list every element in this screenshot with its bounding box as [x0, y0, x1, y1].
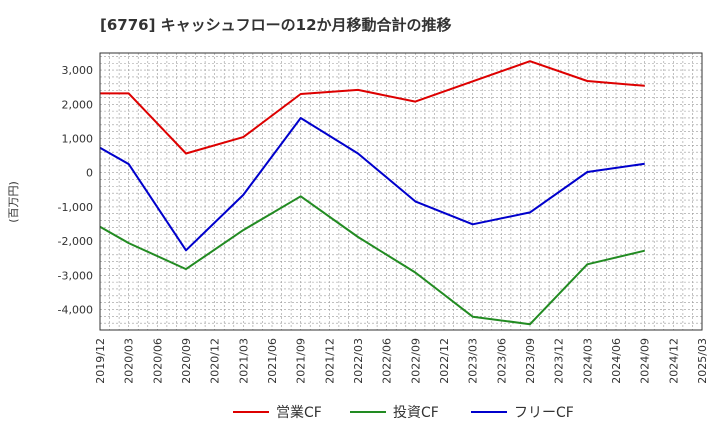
x-tick-label: 2023/12	[553, 338, 566, 384]
x-tick-label: 2020/06	[151, 338, 164, 384]
y-axis-label: (百万円)	[7, 181, 20, 223]
y-tick-label: 1,000	[62, 132, 94, 145]
x-tick-label: 2024/03	[581, 338, 594, 384]
series-lines	[99, 60, 645, 326]
y-tick-label: 0	[86, 167, 93, 180]
x-tick-labels: 2019/12 2020/03 2020/06 2020/09 2020/12 2021/…	[94, 338, 709, 384]
y-tick-labels: 3,000 2,000 1,000 0 -1,000 -2,000 -3,000 -4,000	[58, 64, 93, 316]
x-tick-label: 2022/03	[352, 338, 365, 384]
legend: 営業CF 投資CF フリーCF	[233, 405, 574, 421]
x-tick-label: 2020/03	[123, 338, 136, 384]
chart-title: [6776] キャッシュフローの12か月移動合計の推移	[100, 16, 452, 34]
y-tick-label: -1,000	[58, 201, 93, 214]
y-tick-label: -4,000	[58, 303, 93, 316]
y-tick-label: 3,000	[62, 64, 94, 77]
x-tick-label: 2022/06	[381, 338, 394, 384]
x-tick-label: 2022/09	[409, 338, 422, 384]
x-tick-label: 2024/09	[639, 338, 652, 384]
y-tick-label: 2,000	[62, 98, 94, 111]
x-tick-label: 2024/12	[667, 338, 680, 384]
legend-label: フリーCF	[514, 405, 574, 421]
x-tick-label: 2020/12	[209, 338, 222, 384]
x-tick-label: 2021/03	[237, 338, 250, 384]
x-tick-label: 2023/06	[495, 338, 508, 384]
x-tick-label: 2020/09	[180, 338, 193, 384]
series-line	[100, 60, 645, 155]
grid-lines	[100, 53, 702, 330]
legend-label: 営業CF	[276, 405, 322, 421]
series-line	[99, 195, 645, 326]
plot-frame	[99, 52, 703, 331]
y-tick-label: -2,000	[58, 235, 93, 248]
y-tick-label: -3,000	[58, 269, 93, 282]
x-tick-label: 2022/12	[438, 338, 451, 384]
x-tick-label: 2025/03	[696, 338, 709, 384]
x-tick-label: 2021/12	[323, 338, 336, 384]
x-tick-label: 2023/09	[524, 338, 537, 384]
x-tick-label: 2024/06	[610, 338, 623, 384]
legend-label: 投資CF	[393, 405, 439, 421]
x-tick-label: 2021/06	[266, 338, 279, 384]
x-tick-label: 2023/03	[467, 338, 480, 384]
series-line	[99, 117, 645, 252]
x-tick-label: 2021/09	[295, 338, 308, 384]
x-tick-label: 2019/12	[94, 338, 107, 384]
